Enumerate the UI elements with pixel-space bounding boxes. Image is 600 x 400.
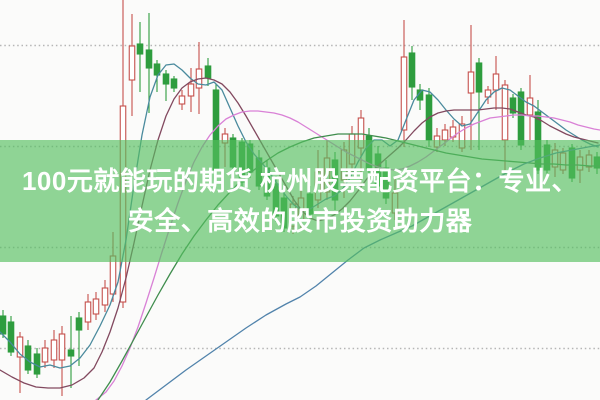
candle-body [526,97,534,116]
candle-body [178,95,186,105]
candle-down [416,84,424,110]
candle-down [0,310,7,338]
candle-down [170,76,178,92]
candle-body [75,317,83,331]
candle-body [128,45,136,81]
candle-up [101,280,109,312]
candle-body [145,49,153,69]
candle-up [92,292,100,320]
candle-body [58,333,66,361]
candle-down [408,46,416,100]
candle-body [484,89,492,98]
candle-down [136,22,144,92]
candle-body [7,321,15,353]
candle-body [101,287,109,306]
candle-body [84,301,92,323]
candle-down [33,348,41,378]
candle-body [475,62,483,93]
candle-up [178,90,186,110]
candle-up [50,330,58,368]
candle-down [204,58,212,86]
candle-down [162,70,170,101]
candle-body [467,71,475,94]
candle-body [204,65,212,79]
candle-body [170,78,178,89]
headline-line-1: 100元就能玩的期货 杭州股票配资平台：专业、 [21,165,579,196]
candle-up [187,68,195,112]
candle-down [75,312,83,366]
candle-down [509,94,517,118]
candle-body [41,347,49,363]
candle-body [24,345,32,371]
candle-body [16,336,24,358]
candle-body [501,84,509,141]
candle-down [24,340,32,374]
candle-down [67,316,75,388]
candle-body [50,339,58,361]
headline-line-2: 安全、高效的股市投资助力器 [127,205,473,236]
headline-banner: 100元就能玩的期货 杭州股票配资平台：专业、 安全、高效的股市投资助力器 [0,140,600,262]
candle-up [41,340,49,368]
candle-body [67,349,75,357]
candle-up [58,326,66,396]
candle-body [0,315,7,335]
candle-up [484,86,492,104]
candle-up [400,20,408,147]
candle-body [400,56,408,131]
candle-up [492,56,500,110]
candle-body [492,73,500,91]
candle-up [84,294,92,330]
candle-down [475,58,483,150]
candle-body [408,52,416,88]
candle-body [509,97,517,114]
candle-down [145,13,153,113]
candle-up [467,25,475,150]
candle-up [16,332,24,393]
candle-body [187,83,195,97]
candle-down [7,316,15,356]
candle-body [441,129,449,141]
candle-up [526,75,534,140]
candle-body [92,298,100,315]
candle-up [128,14,136,116]
candle-body [162,73,170,85]
candle-body [136,43,144,55]
candle-body [153,63,161,76]
